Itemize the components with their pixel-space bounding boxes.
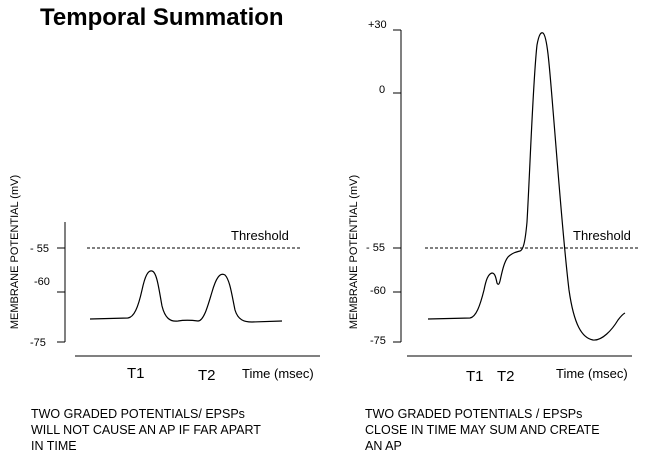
- right-tick-label-75: -75: [370, 335, 386, 347]
- right-tick-label-60: -60: [370, 285, 386, 297]
- left-caption: TWO GRADED POTENTIALS/ EPSPs WILL NOT CA…: [31, 406, 261, 454]
- right-caption-line-3: AN AP: [365, 439, 402, 453]
- left-stimulus-t1: T1: [127, 365, 145, 382]
- left-y-axis-label: MEMBRANE POTENTIAL (mV): [9, 175, 21, 329]
- right-y-axis-label: MEMBRANE POTENTIAL (mV): [348, 175, 360, 329]
- left-caption-line-3: IN TIME: [31, 439, 77, 453]
- right-stimulus-t1: T1: [466, 368, 484, 385]
- left-caption-line-2: WILL NOT CAUSE AN AP IF FAR APART: [31, 423, 261, 437]
- left-membrane-trace: [89, 270, 283, 323]
- right-tick-label-30: +30: [368, 19, 387, 31]
- left-tick-label-55: - 55: [30, 243, 49, 255]
- left-tick-label-75: -75: [30, 337, 46, 349]
- right-time-label: Time (msec): [556, 366, 628, 381]
- left-stimulus-t2: T2: [198, 367, 216, 384]
- left-caption-line-1: TWO GRADED POTENTIALS/ EPSPs: [31, 407, 245, 421]
- left-panel: MEMBRANE POTENTIAL (mV) - 55 -60 -75 Thr…: [9, 175, 320, 384]
- right-caption: TWO GRADED POTENTIALS / EPSPs CLOSE IN T…: [365, 406, 600, 454]
- right-caption-line-2: CLOSE IN TIME MAY SUM AND CREATE: [365, 423, 600, 437]
- right-membrane-trace: [427, 32, 626, 341]
- right-tick-label-55: - 55: [366, 242, 385, 254]
- left-time-label: Time (msec): [242, 366, 314, 381]
- right-panel: MEMBRANE POTENTIAL (mV) +30 0 - 55 -60 -…: [348, 19, 640, 385]
- right-threshold-label: Threshold: [573, 228, 631, 243]
- right-stimulus-t2: T2: [497, 368, 515, 385]
- right-caption-line-1: TWO GRADED POTENTIALS / EPSPs: [365, 407, 583, 421]
- right-tick-label-0: 0: [379, 84, 385, 96]
- left-tick-label-60: -60: [34, 276, 50, 288]
- left-threshold-label: Threshold: [231, 228, 289, 243]
- page-title: Temporal Summation: [40, 4, 284, 31]
